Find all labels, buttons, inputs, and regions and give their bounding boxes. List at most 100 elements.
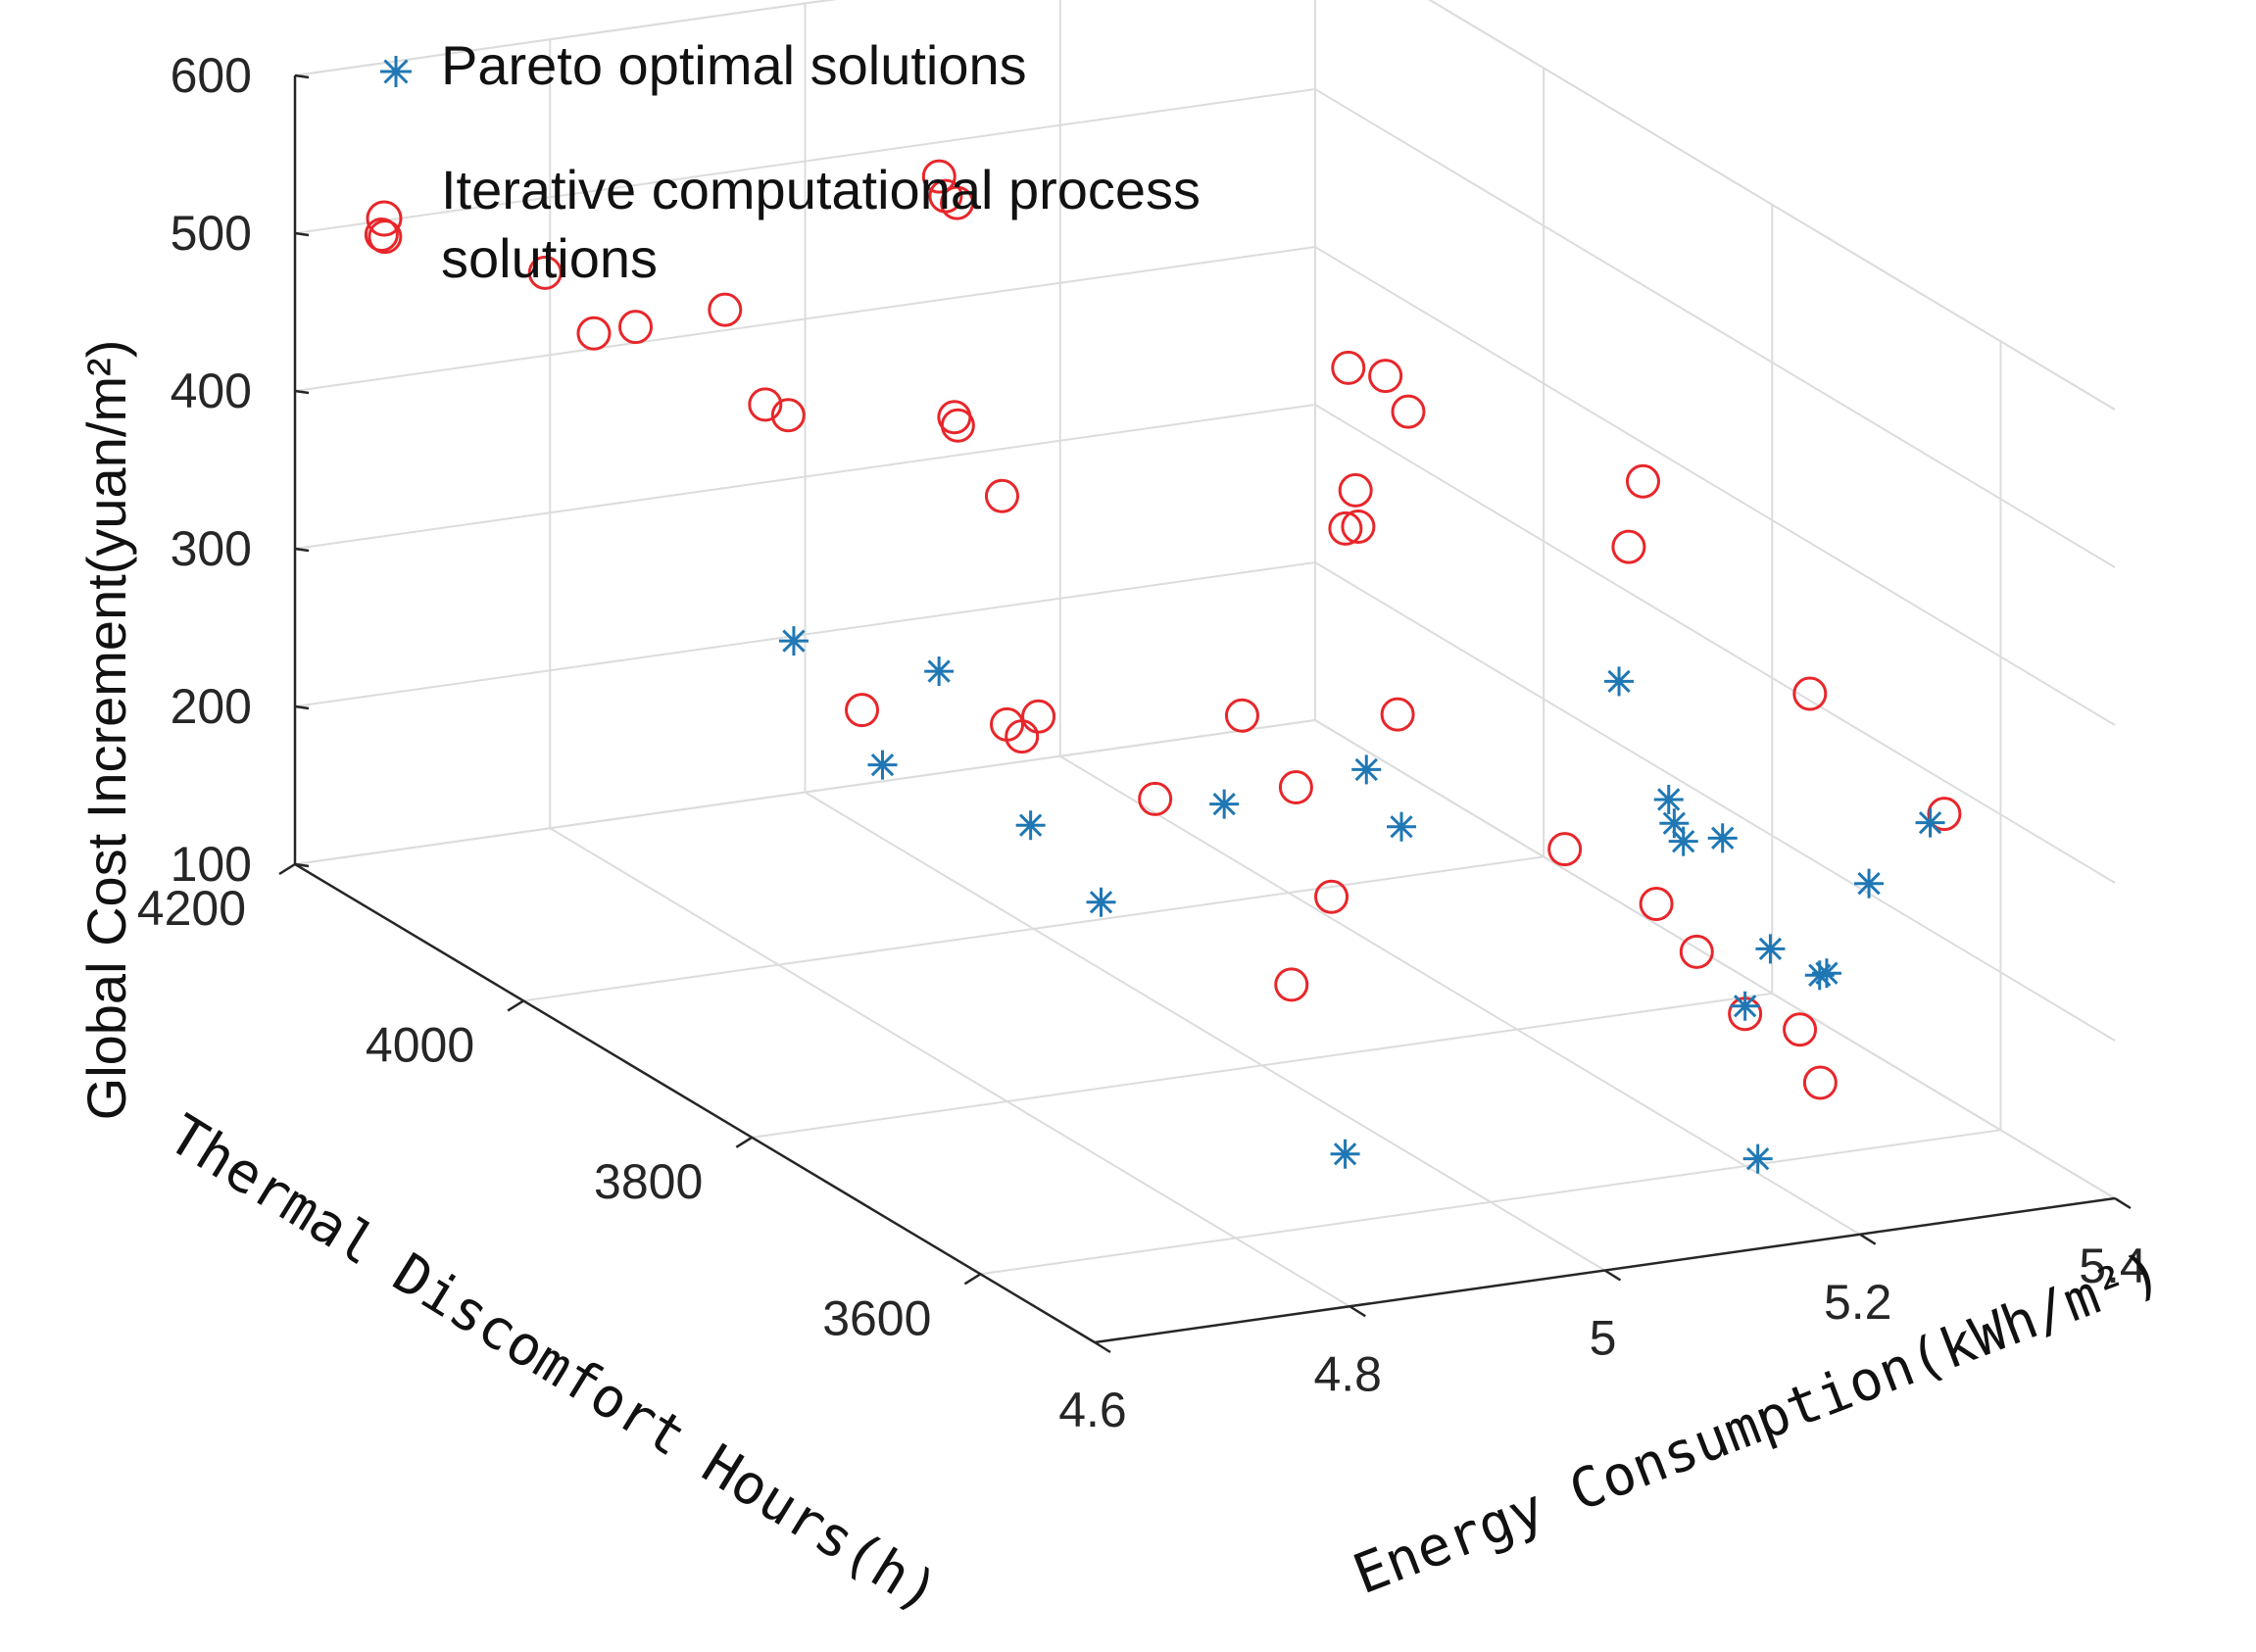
iterative-solution-point [1278,769,1313,804]
legend-asterisk-icon [380,56,412,87]
z-tick-label: 600 [171,48,252,103]
z-tick-label: 400 [171,364,252,418]
iterative-solution-point [1328,510,1363,546]
grid-line [804,791,1606,1272]
pareto-solution-point [1015,810,1046,841]
pareto-solution-point [778,626,809,656]
iterative-solution-point [1611,529,1646,564]
iterative-solution-point [770,398,806,433]
pareto-solution-point [1330,1139,1360,1169]
pareto-solution-point [1730,991,1760,1021]
iterative-solution-point [364,218,399,253]
iterative-solution-point [618,310,654,345]
legend-label-iterative: Iterative computational process solutions [441,159,1201,289]
legend: Pareto optimal solutions Iterative compu… [366,34,1201,289]
iterative-solution-point [527,255,563,290]
pareto-solution-point [1209,789,1240,819]
x-tick-label: 5.2 [1824,1275,1892,1330]
z-tick-mark [294,389,310,395]
grid-line [523,855,1545,1002]
iterative-solution-point [1927,797,1962,832]
x-tick-label: 5.4 [2079,1239,2147,1293]
grid-line [752,992,1773,1139]
grid-line [294,246,1316,392]
x-tick-mark [1349,1305,1366,1318]
x-tick-label: 5 [1590,1311,1617,1366]
iterative-solution-point [1783,1012,1818,1047]
iterative-solution-point [576,316,612,351]
grid-line [1059,754,1861,1236]
x-tick-mark [1603,1269,1622,1282]
data-points [364,159,1962,1174]
pareto-solution-point [1742,1143,1773,1174]
axes [278,73,2132,1354]
iterative-solution-point [1314,879,1349,914]
pareto-solution-point [1604,666,1635,697]
iterative-solution-point [1138,781,1173,816]
y-tick-mark [735,1136,753,1148]
grid-line [294,0,837,76]
legend-label-pareto: Pareto optimal solutions [441,34,1027,96]
iterative-solution-point [1802,1065,1838,1100]
y-tick-label: 3600 [822,1290,931,1345]
iterative-solution-point [1338,472,1373,508]
legend-circle-icon [366,200,403,237]
iterative-solution-point [845,693,880,728]
pareto-solution-point [1854,868,1885,899]
z-tick-mark [294,705,310,710]
x-tick-mark [2114,1196,2132,1210]
iterative-solution-point [940,408,975,443]
y-tick-label: 3800 [594,1154,703,1209]
iterative-solution-point [1224,698,1259,733]
z-tick-label: 200 [171,679,252,734]
iterative-solution-point [1679,934,1714,969]
pareto-solution-point [1915,807,1945,838]
y-tick-label: 4000 [366,1017,474,1072]
pareto-solution-point [1707,823,1738,853]
y-axis-label: Thermal Discomfort Hours(h) [157,1102,950,1626]
iterative-solution-point [1639,887,1674,922]
iterative-solution-point [1274,967,1309,1002]
iterative-solution-point [708,292,743,327]
grid-line [294,561,1316,707]
z-tick-mark [294,73,310,79]
grid-line [294,88,1316,234]
grid-line [1314,404,2116,884]
pareto-solution-point [1811,958,1841,989]
y-tick-label: 4200 [137,881,246,936]
z-tick-label: 300 [171,521,252,576]
z-tick-mark [294,231,310,237]
grid-line [1428,0,2116,411]
pareto-solution-point [867,750,898,780]
x-tick-label: 4.6 [1058,1383,1127,1437]
pareto-solution-point [1387,811,1417,842]
grid-line [549,827,1350,1308]
y-axis-line [294,862,1096,1344]
z-tick-mark [294,547,310,553]
grid-line [1314,719,2116,1199]
grid-line [1428,0,2116,411]
iterative-solution-point [1331,350,1366,385]
iterative-solution-point [940,185,975,220]
pareto-solution-point [1668,826,1698,856]
pareto-solution-point [1755,934,1786,964]
x-tick-label: 4.8 [1313,1346,1382,1401]
pareto-solution-point [1653,784,1684,814]
z-tick-mark [294,862,310,868]
grid-line [1314,561,2116,1042]
iterative-solution-point [1625,463,1660,499]
pareto-solution-point [1086,887,1116,917]
grid-line [1314,88,2116,568]
iterative-solution-point [1380,697,1415,732]
iterative-solution-point [921,159,956,194]
iterative-solution-point [1005,719,1040,754]
iterative-solution-point [1792,676,1828,711]
pareto-solution-point [1351,754,1382,785]
grid-line [294,719,1316,865]
y-tick-mark [278,862,296,876]
y-tick-mark [963,1273,982,1286]
x-tick-mark [1094,1340,1111,1354]
iterative-solution-point [1341,509,1376,544]
